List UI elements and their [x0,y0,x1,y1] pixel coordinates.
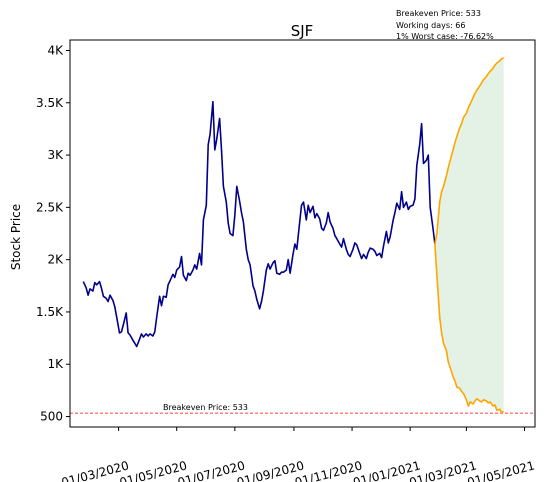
plot-frame [69,39,536,428]
breakeven-label: Breakeven Price: 533 [163,403,248,412]
info-breakeven: Breakeven Price: 533 [396,9,481,18]
info-working-days: Working days: 66 [396,21,466,30]
series-layer [82,57,504,414]
y-tick-label: 4K [47,43,64,57]
upper-projection-line [434,57,504,245]
x-axis: 01/03/202001/05/202001/07/202001/09/2020… [60,427,536,482]
y-tick-label: 2.5K [36,200,64,214]
y-tick-label: 1.5K [36,305,64,319]
info-worst-case: 1% Worst case: -76.62% [396,32,494,41]
y-axis-label: Stock Price [9,204,23,270]
y-tick-label: 3K [47,148,64,162]
confidence-band [434,57,504,413]
confidence-band-layer [434,57,504,413]
y-tick-label: 2K [47,253,64,267]
y-axis: 500 1K 1.5K 2K 2.5K 3K 3.5K 4K [36,43,70,424]
y-tick-label: 1K [47,357,64,371]
lower-projection-line [434,243,504,414]
chart-title: SJF [291,22,314,40]
y-tick-label: 3.5K [36,96,64,110]
y-tick-label: 500 [40,410,63,424]
price-history-line [82,100,436,348]
